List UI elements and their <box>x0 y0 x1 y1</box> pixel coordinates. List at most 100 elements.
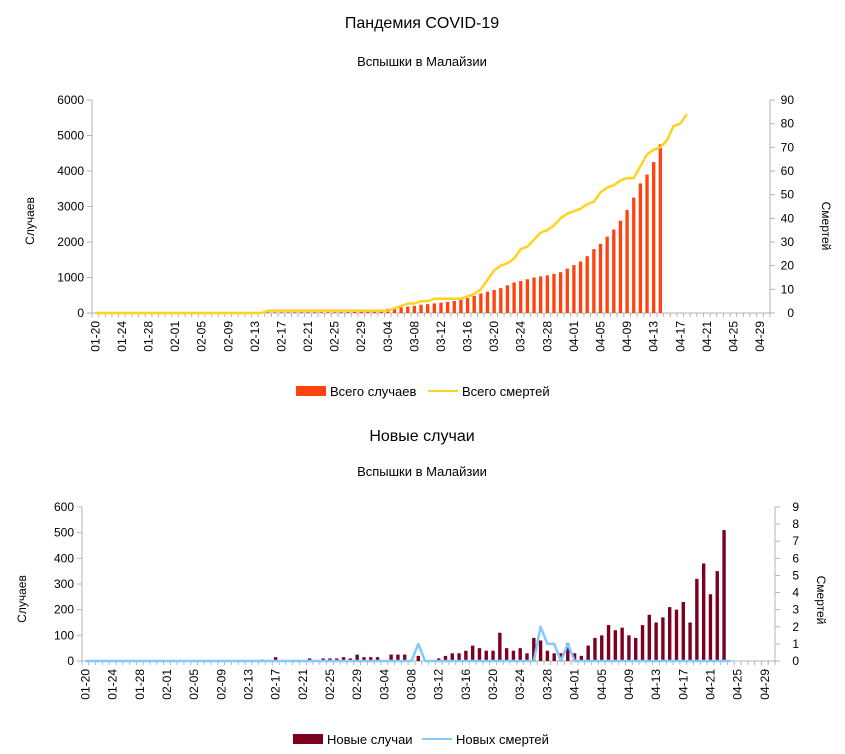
chart1-legend-bar-swatch <box>296 386 326 396</box>
chart1-bar <box>479 293 482 313</box>
chart2-xtick-label: 04-21 <box>703 669 717 700</box>
chart1-bar <box>486 292 489 313</box>
chart2-xtick-label: 02-29 <box>350 669 364 700</box>
chart1-legend: Всего случаев Всего смертей <box>296 384 550 399</box>
chart1-xtick-label: 04-05 <box>594 321 608 352</box>
chart2-xtick-label: 02-05 <box>187 669 201 700</box>
chart2-bar <box>471 646 474 661</box>
chart1-bar <box>506 285 509 313</box>
chart1-xtick-label: 01-20 <box>88 321 102 352</box>
chart1-ytick-label: 2000 <box>57 235 84 249</box>
chart1-ytick-label: 5000 <box>57 129 84 143</box>
chart2-bar <box>675 610 678 661</box>
chart1-xtick-label: 03-08 <box>407 321 421 352</box>
chart1-bar <box>426 304 429 313</box>
chart2-bar <box>627 635 630 661</box>
chart2-bar <box>464 651 467 661</box>
chart1-ytick-label: 4000 <box>57 164 84 178</box>
chart2-xtick-label: 01-20 <box>78 669 92 700</box>
chart2-xtick-label: 03-12 <box>432 669 446 700</box>
chart1-ylabel: Случаев <box>23 197 37 245</box>
chart1-y2tick-label: 60 <box>781 164 795 178</box>
chart1-xtick-label: 03-20 <box>487 321 501 352</box>
chart2-legend-line-label: Новых смертей <box>456 732 549 747</box>
chart1-bar <box>632 198 635 313</box>
chart1-bar <box>459 300 462 313</box>
chart2-bar <box>702 563 705 661</box>
chart2-y2label: Смертей <box>814 576 828 625</box>
chart2-title: Новые случаи <box>369 428 474 445</box>
chart1-bar <box>599 244 602 313</box>
chart2-bar <box>485 651 488 661</box>
chart2-bar <box>417 656 420 661</box>
chart2-bar <box>709 594 712 661</box>
chart2-bar <box>539 640 542 661</box>
chart1-bar <box>519 281 522 313</box>
chart2-xtick-label: 02-21 <box>296 669 310 700</box>
chart1-bar <box>353 312 356 313</box>
chart2-bar <box>682 602 685 661</box>
chart1-y2tick-label: 80 <box>781 117 795 131</box>
chart2-xtick-label: 04-25 <box>731 669 745 700</box>
chart1-bar <box>286 312 289 313</box>
chart2-xtick-label: 04-09 <box>622 669 636 700</box>
chart2-bar <box>716 571 719 661</box>
chart1-bar <box>625 210 628 313</box>
chart2-y2tick-label: 4 <box>792 586 799 600</box>
chart1-y2tick-label: 70 <box>781 140 795 154</box>
chart1-bar <box>439 303 442 313</box>
chart2-bar <box>695 579 698 661</box>
chart1-xtick-label: 04-01 <box>567 321 581 352</box>
chart2-xtick-label: 01-28 <box>133 669 147 700</box>
chart1-bar <box>539 276 542 313</box>
chart1-bar <box>612 230 615 313</box>
chart2-xtick-label: 04-01 <box>568 669 582 700</box>
chart1-bar <box>605 237 608 313</box>
chart2-legend: Новые случаи Новых смертей <box>293 732 549 747</box>
chart2-xtick-label: 04-05 <box>595 669 609 700</box>
chart1-bar <box>340 312 343 313</box>
chart1-bar <box>419 305 422 313</box>
chart1-xtick-label: 01-28 <box>142 321 156 352</box>
chart1-bar <box>492 290 495 313</box>
chart1-xtick-label: 02-13 <box>248 321 262 352</box>
chart2-xtick-label: 01-24 <box>106 669 120 700</box>
chart2-ytick-label: 200 <box>54 603 74 617</box>
chart2-y2tick-label: 6 <box>792 551 799 565</box>
chart1-ytick-label: 1000 <box>57 271 84 285</box>
chart1-bar <box>406 307 409 313</box>
chart2-bar <box>478 648 481 661</box>
chart1-xtick-label: 03-16 <box>461 321 475 352</box>
chart2-xtick-label: 02-17 <box>269 669 283 700</box>
chart1-xtick-label: 03-04 <box>381 321 395 352</box>
chart2-xtick-label: 02-25 <box>323 669 337 700</box>
chart1-xtick-label: 04-29 <box>753 321 767 352</box>
chart1-xtick-label: 02-25 <box>328 321 342 352</box>
chart1-xtick-label: 02-21 <box>301 321 315 352</box>
chart2-ytick-label: 300 <box>54 577 74 591</box>
chart1-y2tick-label: 10 <box>781 282 795 296</box>
chart1-bar <box>552 274 555 313</box>
chart1-bar <box>300 312 303 313</box>
chart1-xtick-label: 03-28 <box>540 321 554 352</box>
chart1-xtick-label: 02-17 <box>274 321 288 352</box>
chart2-xtick-label: 03-24 <box>513 669 527 700</box>
chart1-bar <box>645 175 648 313</box>
chart2-subtitle: Вспышки в Малайзии <box>357 464 487 479</box>
chart2-bar <box>546 651 549 661</box>
chart2-bar <box>586 646 589 661</box>
chart2-bar <box>614 630 617 661</box>
chart1-bar <box>446 302 449 313</box>
chart1-xtick-label: 03-12 <box>434 321 448 352</box>
chart1-y2tick-label: 40 <box>781 211 795 225</box>
chart1-line-series <box>95 114 687 313</box>
chart2-legend-bar-swatch <box>293 734 323 744</box>
chart1-bar <box>532 278 535 314</box>
chart1-y2tick-label: 30 <box>781 235 795 249</box>
chart2-bar <box>505 648 508 661</box>
chart2-bar <box>519 648 522 661</box>
chart1-bar <box>399 307 402 313</box>
